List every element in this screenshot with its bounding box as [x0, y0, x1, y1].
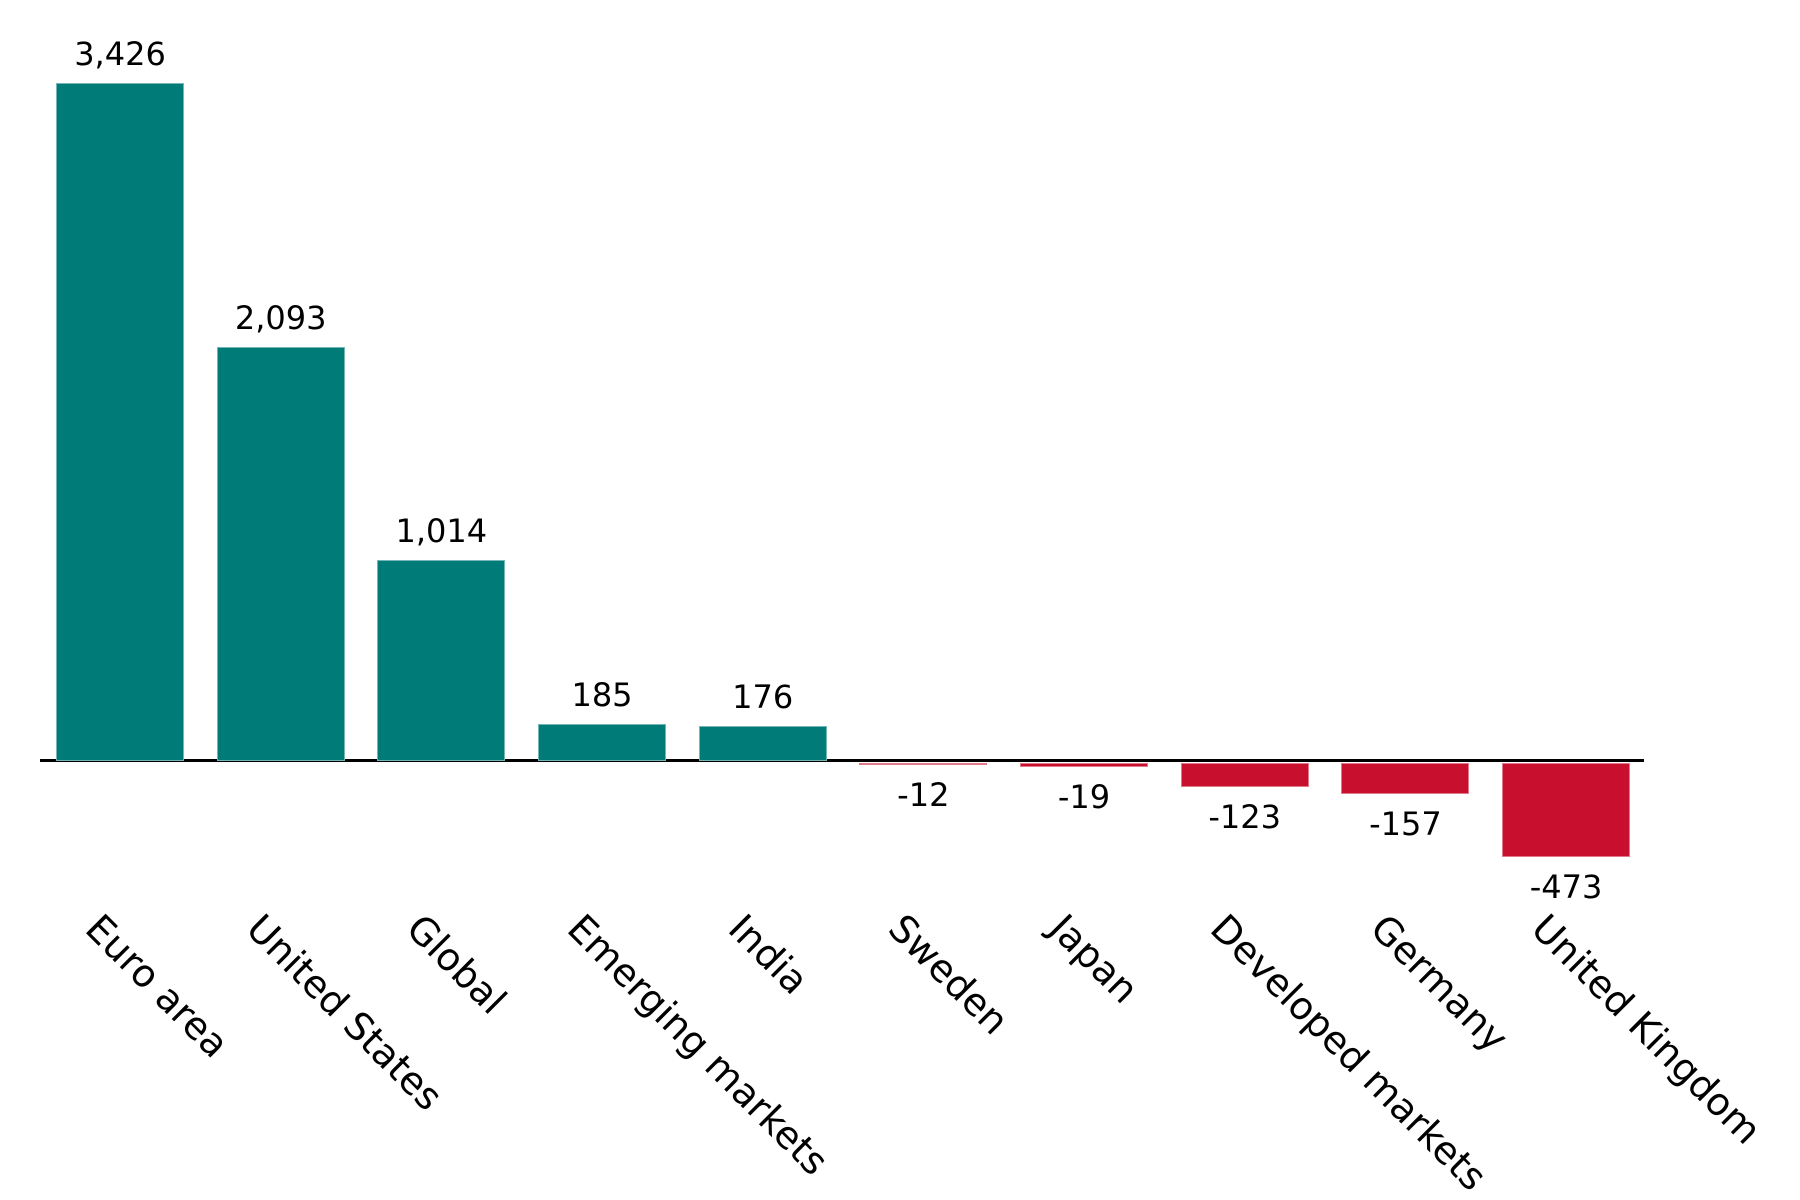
bar-developed-markets: [1180, 763, 1309, 787]
bar-united-kingdom: [1502, 763, 1630, 857]
category-label-developed-markets: Developed markets: [1201, 905, 1495, 1200]
category-label-sweden: Sweden: [880, 905, 1018, 1044]
value-label-germany: -157: [1369, 805, 1442, 843]
category-label-germany: Germany: [1362, 905, 1518, 1061]
category-label-japan: Japan: [1041, 905, 1148, 1012]
x-axis-line: [40, 759, 1644, 762]
value-label-emerging-markets: 185: [571, 676, 633, 714]
category-label-global: Global: [398, 905, 516, 1023]
value-label-global: 1,014: [395, 512, 488, 550]
bar-global: [377, 560, 506, 761]
value-label-united-kingdom: -473: [1529, 868, 1603, 906]
category-label-india: India: [719, 905, 817, 1003]
bar-united-states: [216, 347, 345, 761]
category-label-united-kingdom: United Kingdom: [1523, 905, 1770, 1153]
bar-sweden: [859, 763, 988, 765]
bar-emerging-markets: [538, 724, 666, 761]
value-label-developed-markets: -123: [1208, 798, 1281, 836]
bar-india: [698, 726, 827, 761]
value-label-japan: -19: [1057, 778, 1111, 816]
value-label-india: 176: [732, 678, 794, 716]
bar-germany: [1341, 763, 1470, 794]
bar-japan: [1020, 763, 1148, 767]
value-label-euro-area: 3,426: [74, 35, 166, 73]
value-label-sweden: -12: [897, 776, 950, 814]
bar-euro-area: [56, 83, 184, 761]
category-label-euro-area: Euro area: [77, 905, 238, 1067]
value-label-united-states: 2,093: [234, 299, 327, 337]
